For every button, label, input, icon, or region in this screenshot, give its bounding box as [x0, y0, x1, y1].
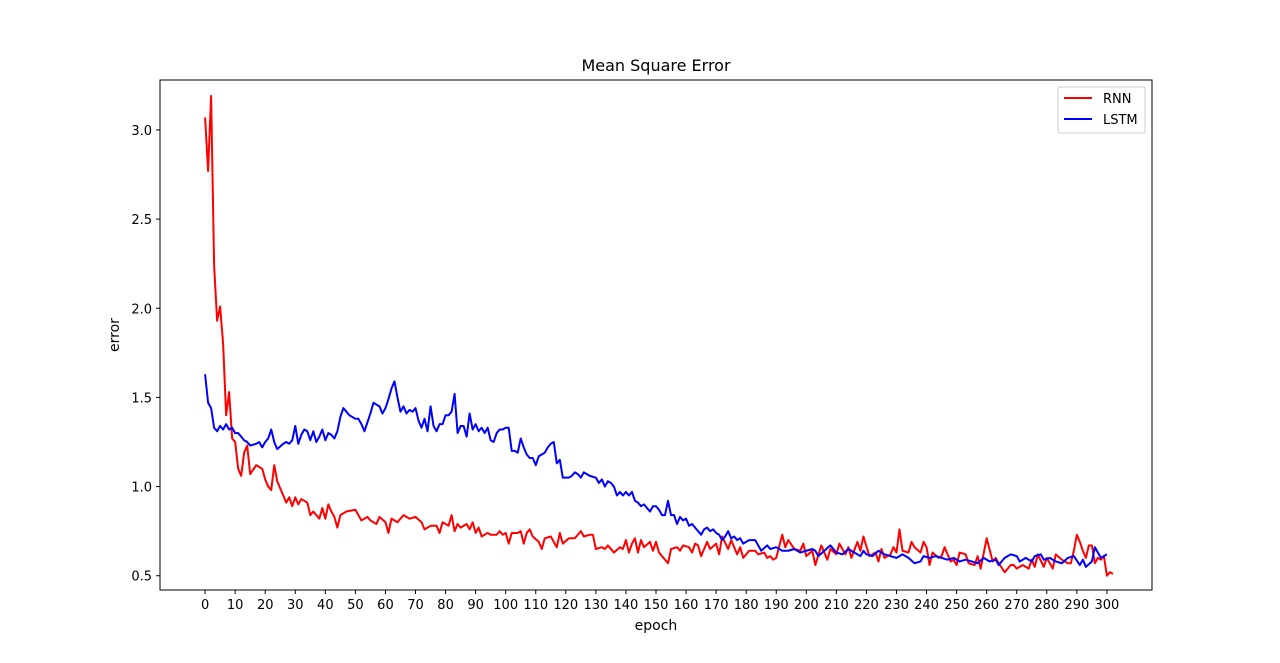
chart-title: Mean Square Error — [581, 56, 731, 75]
x-tick-label: 160 — [674, 598, 699, 613]
x-tick-label: 270 — [1004, 598, 1029, 613]
x-axis-label: epoch — [635, 618, 678, 634]
x-tick-label: 130 — [583, 598, 608, 613]
y-tick-label: 3.0 — [131, 124, 152, 139]
legend-label-lstm: LSTM — [1103, 113, 1138, 128]
x-tick-label: 60 — [377, 598, 394, 613]
y-tick-label: 0.5 — [131, 570, 152, 585]
x-tick-label: 70 — [407, 598, 424, 613]
x-tick-label: 260 — [974, 598, 999, 613]
x-tick-label: 190 — [764, 598, 789, 613]
x-tick-label: 80 — [437, 598, 454, 613]
x-tick-label: 50 — [347, 598, 364, 613]
x-tick-label: 200 — [794, 598, 819, 613]
x-tick-label: 40 — [317, 598, 334, 613]
x-tick-label: 0 — [201, 598, 209, 613]
series-line-lstm — [204, 374, 1108, 568]
x-tick-label: 290 — [1064, 598, 1089, 613]
x-axis: 0 10 20 30 40 50 60 70 80 90 100 110 120 130 140 150 160… — [201, 590, 1119, 613]
series-layer — [204, 95, 1114, 577]
x-tick-label: 110 — [523, 598, 548, 613]
x-tick-label: 10 — [227, 598, 244, 613]
y-tick-label: 2.5 — [131, 213, 152, 228]
y-axis: 0.5 1.0 1.5 2.0 2.5 3.0 — [131, 124, 160, 585]
x-tick-label: 20 — [257, 598, 274, 613]
x-tick-label: 300 — [1094, 598, 1119, 613]
y-tick-label: 2.0 — [131, 302, 152, 317]
legend-label-rnn: RNN — [1103, 92, 1131, 107]
x-tick-label: 280 — [1034, 598, 1059, 613]
x-tick-label: 220 — [854, 598, 879, 613]
y-axis-label: error — [107, 318, 123, 352]
x-tick-label: 210 — [824, 598, 849, 613]
x-tick-label: 140 — [614, 598, 639, 613]
x-tick-label: 250 — [944, 598, 969, 613]
x-tick-label: 90 — [467, 598, 484, 613]
x-tick-label: 30 — [287, 598, 304, 613]
x-tick-label: 100 — [493, 598, 518, 613]
y-tick-label: 1.5 — [131, 391, 152, 406]
x-tick-label: 120 — [553, 598, 578, 613]
x-tick-label: 180 — [734, 598, 759, 613]
x-tick-label: 150 — [644, 598, 669, 613]
x-tick-label: 170 — [704, 598, 729, 613]
x-tick-label: 230 — [884, 598, 909, 613]
y-tick-label: 1.0 — [131, 481, 152, 496]
legend: RNN LSTM — [1057, 86, 1146, 134]
x-tick-label: 240 — [914, 598, 939, 613]
